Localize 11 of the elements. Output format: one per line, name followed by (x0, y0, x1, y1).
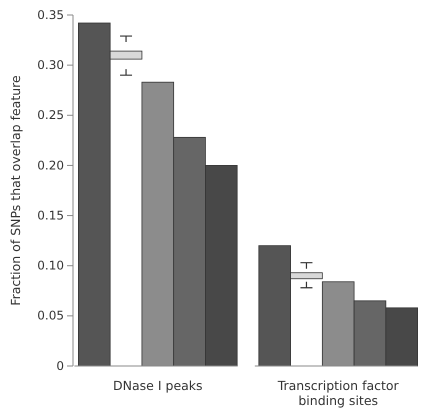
y-tick-label: 0.35 (37, 8, 64, 22)
x-tick-label: Transcription factor binding sites (276, 378, 400, 408)
y-tick-label: 0.05 (37, 308, 64, 323)
y-tick-label: 0.15 (37, 208, 64, 222)
y-tick-label: 0.30 (37, 58, 64, 72)
y-tick-label: 0.10 (37, 258, 64, 273)
y-tick-label: 0.20 (37, 158, 64, 172)
y-axis-title: Fraction of SNPs that overlap feature (8, 75, 23, 306)
x-tick-label: DNase I peaks (113, 378, 203, 393)
y-tick-label: 0 (56, 358, 64, 373)
y-tick-label: 0.25 (37, 108, 64, 122)
